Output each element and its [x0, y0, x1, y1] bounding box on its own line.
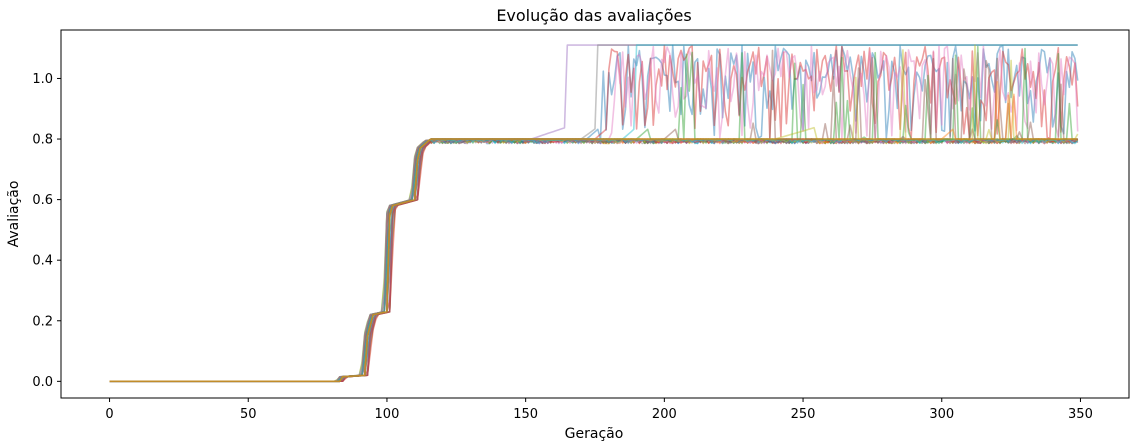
run-line: [109, 138, 1079, 383]
run-line: [109, 138, 1078, 383]
x-tick-label: 250: [791, 407, 816, 422]
y-tick-label: 0.4: [32, 254, 53, 269]
run-line: [109, 138, 1078, 383]
x-tick-label: 300: [929, 407, 954, 422]
run-line: [109, 138, 1079, 383]
breakout-run-line: [109, 44, 1078, 383]
run-line: [109, 138, 1078, 383]
breakout-run-line: [109, 44, 1079, 383]
run-line: [109, 138, 1078, 383]
run-line: [109, 138, 1078, 383]
run-line: [109, 138, 1078, 383]
run-line: [109, 138, 1079, 383]
run-line: [109, 138, 1078, 383]
x-tick-label: 0: [105, 407, 113, 422]
run-line: [109, 138, 1079, 383]
run-line: [109, 138, 1078, 383]
breakout-run-line: [109, 44, 1079, 383]
run-line: [109, 138, 1078, 383]
y-tick-label: 0.8: [32, 133, 53, 148]
x-tick-label: 50: [240, 407, 257, 422]
breakout-run-line: [109, 44, 1078, 383]
breakout-run-line: [109, 45, 1078, 383]
run-line: [109, 138, 1078, 383]
run-line: [109, 138, 1079, 383]
run-line: [109, 138, 1078, 383]
run-line: [109, 138, 1078, 383]
run-line: [109, 138, 1079, 383]
run-line: [109, 138, 1078, 383]
run-line: [109, 138, 1079, 383]
y-axis: 0.0 0.2 0.4 0.6 0.8 1.0: [32, 72, 61, 390]
run-line: [109, 138, 1078, 383]
x-tick-label: 350: [1068, 407, 1093, 422]
series-layer: [109, 44, 1079, 383]
run-line: [109, 138, 1078, 383]
y-tick-label: 0.0: [32, 375, 53, 390]
run-line: [109, 138, 1078, 383]
breakout-run-line: [109, 44, 1079, 383]
run-line: [109, 138, 1079, 383]
run-line: [109, 138, 1078, 383]
run-line: [109, 138, 1078, 383]
run-line: [109, 138, 1078, 383]
x-axis-label: Geração: [565, 426, 624, 442]
breakout-run-line: [109, 44, 1079, 383]
breakout-run-line: [109, 44, 1078, 383]
run-line: [109, 138, 1078, 383]
x-tick-label: 150: [513, 407, 538, 422]
x-tick-label: 100: [375, 407, 400, 422]
y-tick-label: 0.2: [32, 314, 53, 329]
run-line: [109, 138, 1079, 383]
y-tick-label: 0.6: [32, 193, 53, 208]
run-line: [109, 138, 1078, 383]
run-line: [109, 138, 1078, 383]
x-tick-label: 200: [652, 407, 677, 422]
run-line: [109, 138, 1078, 383]
run-line: [109, 138, 1079, 383]
run-line: [109, 138, 1078, 383]
run-line: [109, 138, 1079, 383]
run-line: [109, 138, 1079, 383]
run-line: [109, 138, 1078, 383]
breakout-run-line: [109, 81, 1078, 383]
plot-frame: [60, 29, 1130, 399]
run-line: [109, 138, 1078, 383]
y-tick-label: 1.0: [32, 72, 53, 87]
x-axis: 0 50 100 150 200 250 300 350: [105, 398, 1093, 422]
chart-title: Evolução das avaliações: [496, 6, 691, 25]
y-axis-label: Avaliação: [6, 181, 22, 248]
run-line: [109, 138, 1078, 383]
run-line: [109, 138, 1078, 383]
breakout-run-line: [109, 49, 1078, 383]
